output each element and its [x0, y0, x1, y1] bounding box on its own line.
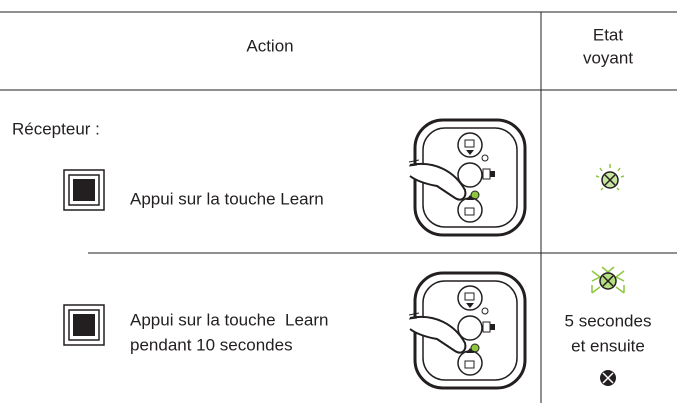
row-text: Appui sur la touche Learn [130, 310, 328, 329]
header-state: Etat [593, 25, 624, 44]
led-off [600, 370, 616, 386]
device-illustration [407, 118, 527, 237]
device-illustration [407, 271, 527, 390]
led-on [591, 266, 625, 294]
state-text: 5 secondes [565, 311, 652, 330]
header-state: voyant [583, 48, 633, 67]
header-action: Action [246, 36, 293, 55]
row-text: pendant 10 secondes [130, 335, 293, 354]
led-blink [595, 164, 625, 191]
button-icon [63, 169, 105, 211]
section-label: Récepteur : [12, 119, 100, 138]
button-icon [63, 304, 105, 346]
row-text: Appui sur la touche Learn [130, 189, 324, 208]
state-text: et ensuite [571, 336, 645, 355]
